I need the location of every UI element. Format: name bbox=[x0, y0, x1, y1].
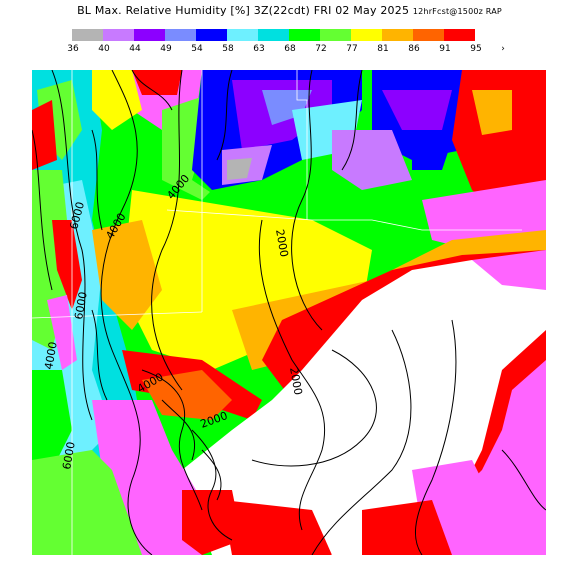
legend-label: 36 bbox=[67, 44, 79, 54]
humidity-map: 6000 4000 6000 2000 4000 2000 2000 4000 … bbox=[32, 70, 546, 555]
title-main: BL Max. Relative Humidity bbox=[77, 4, 227, 17]
legend-swatch bbox=[258, 29, 289, 41]
legend-label: 77 bbox=[346, 44, 358, 54]
legend-label: 91 bbox=[439, 44, 451, 54]
color-legend bbox=[72, 29, 475, 41]
contour-label: 4000 bbox=[42, 341, 60, 371]
title-time: 3Z(22cdt) FRI 02 May 2025 bbox=[253, 4, 410, 17]
contour-label: 6000 bbox=[72, 291, 90, 321]
legend-label: 86 bbox=[408, 44, 420, 54]
legend-swatch bbox=[320, 29, 351, 41]
legend-label: 72 bbox=[315, 44, 327, 54]
legend-label: 68 bbox=[284, 44, 296, 54]
legend-label: 40 bbox=[98, 44, 110, 54]
contour-label: 2000 bbox=[287, 366, 305, 396]
legend-swatch bbox=[289, 29, 320, 41]
title-units: [%] bbox=[230, 4, 251, 17]
contour-label: 2000 bbox=[273, 228, 291, 258]
legend-swatch bbox=[413, 29, 444, 41]
legend-swatch bbox=[444, 29, 475, 41]
map-title: BL Max. Relative Humidity [%] 3Z(22cdt) … bbox=[0, 4, 579, 17]
legend-swatch bbox=[134, 29, 165, 41]
legend-swatch bbox=[165, 29, 196, 41]
height-contours bbox=[32, 70, 546, 555]
contour-label: 6000 bbox=[60, 441, 78, 471]
legend-overflow-marker: › bbox=[501, 44, 505, 54]
legend-label: 58 bbox=[222, 44, 234, 54]
legend-label: 95 bbox=[470, 44, 482, 54]
legend-label: 81 bbox=[377, 44, 389, 54]
legend-swatch bbox=[351, 29, 382, 41]
legend-swatch bbox=[72, 29, 103, 41]
legend-label: 49 bbox=[160, 44, 172, 54]
state-borders bbox=[32, 70, 522, 555]
legend-label: 44 bbox=[129, 44, 141, 54]
title-run: 12hrFcst@1500z RAP bbox=[412, 7, 502, 16]
legend-swatch bbox=[103, 29, 134, 41]
humidity-field bbox=[32, 70, 546, 555]
legend-swatch bbox=[227, 29, 258, 41]
legend-swatch bbox=[382, 29, 413, 41]
legend-label: 63 bbox=[253, 44, 265, 54]
legend-swatch bbox=[196, 29, 227, 41]
legend-label: 54 bbox=[191, 44, 203, 54]
